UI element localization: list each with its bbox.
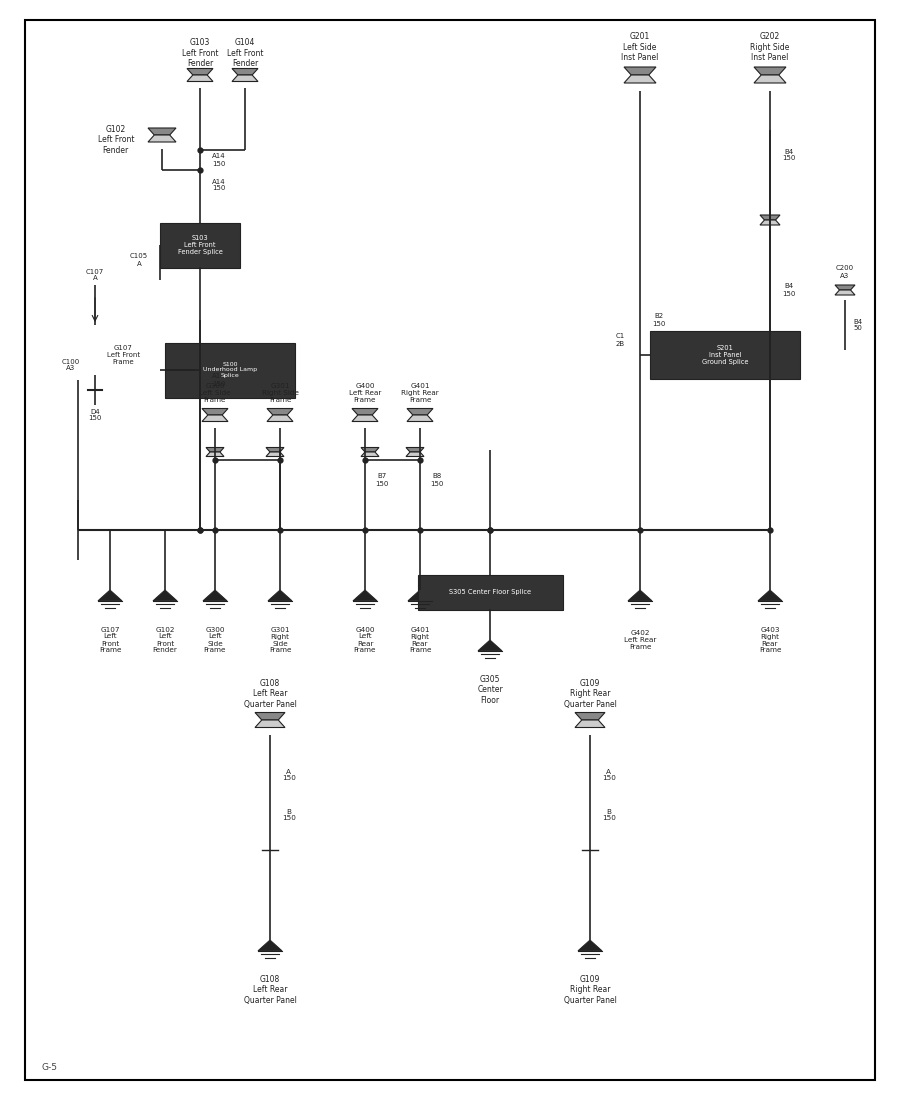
Polygon shape bbox=[267, 408, 293, 415]
Text: G102
Left Front
Fender: G102 Left Front Fender bbox=[97, 125, 134, 155]
Polygon shape bbox=[258, 940, 282, 950]
Polygon shape bbox=[628, 590, 652, 601]
Polygon shape bbox=[754, 67, 786, 75]
Text: G107
Left
Front
Frame: G107 Left Front Frame bbox=[99, 627, 122, 653]
Text: S305 Center Floor Splice: S305 Center Floor Splice bbox=[449, 588, 531, 595]
Polygon shape bbox=[266, 452, 284, 456]
Text: G108
Left Rear
Quarter Panel: G108 Left Rear Quarter Panel bbox=[244, 679, 296, 708]
Polygon shape bbox=[624, 67, 656, 75]
Text: G109
Right Rear
Quarter Panel: G109 Right Rear Quarter Panel bbox=[563, 679, 616, 708]
Bar bbox=[650, 331, 800, 379]
Polygon shape bbox=[760, 214, 780, 220]
Text: G301
Right
Side
Frame: G301 Right Side Frame bbox=[269, 627, 292, 653]
Polygon shape bbox=[206, 448, 224, 452]
Text: G300
Left
Side
Frame: G300 Left Side Frame bbox=[203, 627, 226, 653]
Polygon shape bbox=[206, 452, 224, 456]
Text: B8
150: B8 150 bbox=[430, 473, 444, 486]
Text: G107
Left Front
Frame: G107 Left Front Frame bbox=[107, 345, 140, 365]
Text: G108
Left Rear
Quarter Panel: G108 Left Rear Quarter Panel bbox=[244, 975, 296, 1005]
Polygon shape bbox=[407, 415, 433, 421]
Text: B
150: B 150 bbox=[602, 808, 616, 822]
Polygon shape bbox=[255, 713, 285, 721]
Polygon shape bbox=[835, 290, 855, 295]
Text: B4
150: B4 150 bbox=[782, 148, 796, 162]
Polygon shape bbox=[202, 408, 228, 415]
Text: G305
Center
Floor: G305 Center Floor bbox=[477, 675, 503, 705]
Text: S100
Underhood Lamp
Splice: S100 Underhood Lamp Splice bbox=[202, 362, 257, 378]
Polygon shape bbox=[352, 408, 378, 415]
Text: G109
Right Rear
Quarter Panel: G109 Right Rear Quarter Panel bbox=[563, 975, 616, 1005]
Text: C107
A: C107 A bbox=[86, 268, 104, 282]
Text: G201
Left Side
Inst Panel: G201 Left Side Inst Panel bbox=[621, 32, 659, 62]
Polygon shape bbox=[203, 590, 227, 601]
Text: G103
Left Front
Fender: G103 Left Front Fender bbox=[182, 39, 218, 68]
Text: G402
Left Rear
Frame: G402 Left Rear Frame bbox=[624, 630, 656, 650]
Text: C1
2B: C1 2B bbox=[616, 333, 625, 346]
Text: C200
A3: C200 A3 bbox=[836, 265, 854, 278]
Text: G202
Right Side
Inst Panel: G202 Right Side Inst Panel bbox=[751, 32, 789, 62]
Text: G102
Left
Front
Fender: G102 Left Front Fender bbox=[153, 627, 177, 653]
Polygon shape bbox=[266, 448, 284, 452]
Text: B4
150: B4 150 bbox=[782, 284, 796, 297]
Polygon shape bbox=[267, 415, 293, 421]
Polygon shape bbox=[202, 415, 228, 421]
Polygon shape bbox=[408, 590, 432, 601]
Polygon shape bbox=[754, 75, 786, 82]
Polygon shape bbox=[578, 940, 602, 950]
Polygon shape bbox=[148, 128, 176, 135]
Text: B2
150: B2 150 bbox=[652, 314, 665, 327]
Polygon shape bbox=[361, 448, 379, 452]
Polygon shape bbox=[406, 448, 424, 452]
Polygon shape bbox=[575, 713, 605, 721]
Text: A
150: A 150 bbox=[282, 769, 296, 781]
Text: A14
150: A14 150 bbox=[212, 178, 226, 191]
Bar bbox=[165, 342, 295, 397]
Text: D4
150: D4 150 bbox=[88, 408, 102, 421]
Text: G401
Right Rear
Frame: G401 Right Rear Frame bbox=[401, 383, 439, 403]
Polygon shape bbox=[406, 452, 424, 456]
Text: B
150: B 150 bbox=[282, 808, 296, 822]
Text: A
150: A 150 bbox=[602, 769, 616, 781]
Polygon shape bbox=[232, 75, 258, 81]
Polygon shape bbox=[98, 590, 122, 601]
Polygon shape bbox=[478, 640, 502, 651]
Text: G-5: G-5 bbox=[42, 1064, 58, 1072]
Polygon shape bbox=[760, 220, 780, 225]
Text: B4
50: B4 50 bbox=[853, 319, 862, 331]
Polygon shape bbox=[232, 68, 258, 75]
Text: G104
Left Front
Fender: G104 Left Front Fender bbox=[227, 39, 263, 68]
Polygon shape bbox=[153, 590, 177, 601]
Text: G301
Right Side
Frame: G301 Right Side Frame bbox=[262, 383, 299, 403]
Polygon shape bbox=[624, 75, 656, 82]
Bar bbox=[160, 222, 240, 267]
Polygon shape bbox=[187, 75, 213, 81]
Polygon shape bbox=[268, 590, 292, 601]
Text: G300
Left Side
Frame: G300 Left Side Frame bbox=[199, 383, 230, 403]
Polygon shape bbox=[575, 720, 605, 727]
Bar bbox=[418, 574, 562, 609]
Polygon shape bbox=[255, 720, 285, 727]
Polygon shape bbox=[407, 408, 433, 415]
Polygon shape bbox=[187, 68, 213, 75]
Text: A14
150: A14 150 bbox=[212, 374, 226, 386]
Polygon shape bbox=[758, 590, 782, 601]
Text: G400
Left Rear
Frame: G400 Left Rear Frame bbox=[349, 383, 382, 403]
Polygon shape bbox=[361, 452, 379, 456]
Text: G401
Right
Rear
Frame: G401 Right Rear Frame bbox=[409, 627, 431, 653]
Text: G403
Right
Rear
Frame: G403 Right Rear Frame bbox=[759, 627, 781, 653]
Text: C105
A: C105 A bbox=[130, 253, 148, 266]
Polygon shape bbox=[148, 135, 176, 142]
Polygon shape bbox=[353, 590, 377, 601]
Text: S103
Left Front
Fender Splice: S103 Left Front Fender Splice bbox=[177, 235, 222, 255]
Text: C100
A3: C100 A3 bbox=[62, 359, 80, 372]
Text: S201
Inst Panel
Ground Splice: S201 Inst Panel Ground Splice bbox=[702, 345, 748, 365]
Text: A14
150: A14 150 bbox=[212, 154, 226, 166]
Polygon shape bbox=[352, 415, 378, 421]
Text: B7
150: B7 150 bbox=[375, 473, 389, 486]
Text: G400
Left
Rear
Frame: G400 Left Rear Frame bbox=[354, 627, 376, 653]
Polygon shape bbox=[835, 285, 855, 290]
